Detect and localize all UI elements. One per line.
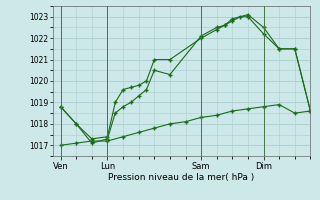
X-axis label: Pression niveau de la mer( hPa ): Pression niveau de la mer( hPa )	[108, 173, 255, 182]
